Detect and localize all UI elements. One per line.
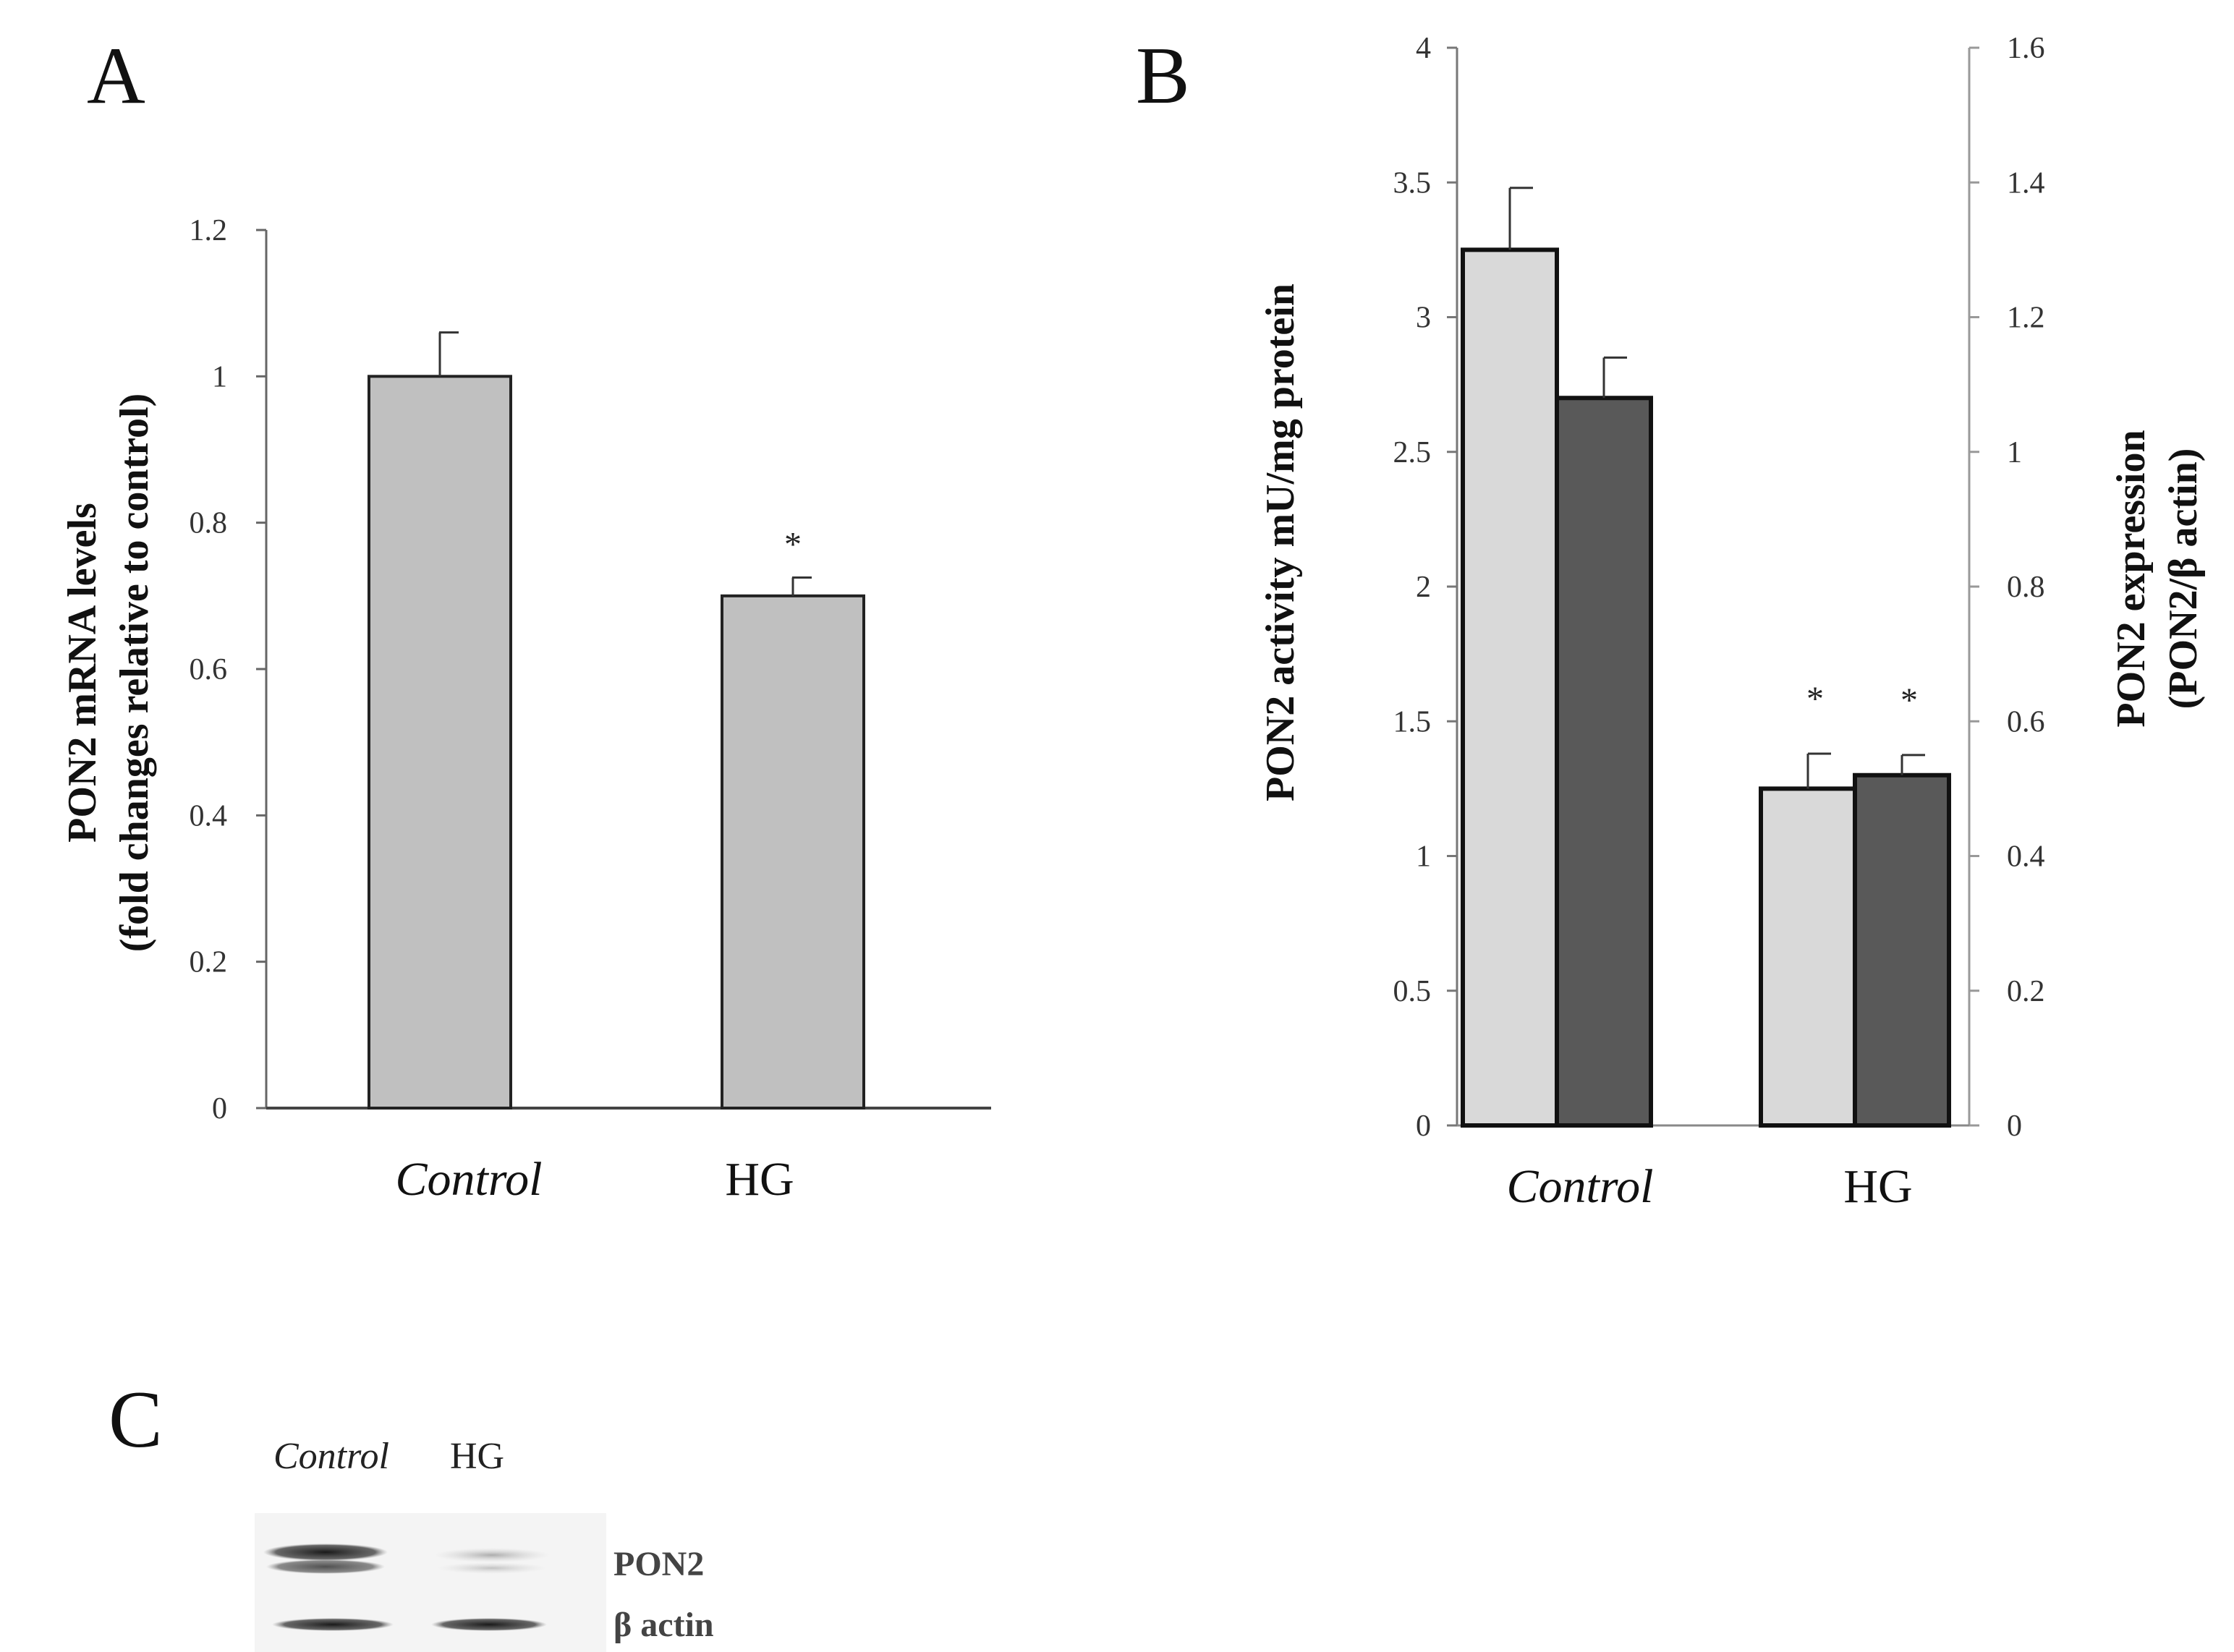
right-tick-label-0-4: 0.4 — [2007, 840, 2045, 874]
right-tick-label-0: 0 — [2007, 1110, 2022, 1143]
bar-control — [368, 375, 512, 1110]
panel-label-b: B — [1136, 31, 1190, 121]
y-tick-label-1: 1 — [212, 360, 227, 393]
right-tick-label-1-2: 1.2 — [2007, 302, 2045, 335]
chart-b: 0 0.5 1 1.5 2 2.5 3 3.5 4 0 0.2 0.4 0.6 0.8 1 1.2 1.4 1.6… — [1258, 32, 2206, 1213]
lane-label-hg: HG — [450, 1436, 504, 1477]
x-label-control: Control — [1507, 1160, 1654, 1213]
right-tick-label-1: 1 — [2007, 436, 2022, 469]
western-blot: Control HG PON2 β actin — [255, 1436, 714, 1652]
left-y-axis-title: PON2 activity mU/mg protein — [1258, 284, 1303, 801]
x-label-hg: HG — [1843, 1160, 1912, 1213]
right-tick-label-0-8: 0.8 — [2007, 571, 2045, 604]
bar-hg — [721, 594, 865, 1110]
bar-control-pon2-activity — [1461, 247, 1559, 1128]
left-tick-label-1: 1 — [1416, 840, 1431, 874]
band-actin-hg — [431, 1618, 547, 1631]
y-axis-title: PON2 mRNA levels — [60, 503, 105, 843]
panel-label-a: A — [87, 31, 145, 121]
band-pon2-control — [263, 1544, 388, 1561]
lane-label-control: Control — [273, 1436, 389, 1477]
panel-a: A 0 0.2 0.4 0.6 0.8 1 1.2 Control * HG PON2 mRNA l… — [60, 31, 991, 1206]
band-actin-control — [272, 1618, 394, 1631]
left-tick-label-0-5: 0.5 — [1393, 975, 1432, 1008]
band-pon2-hg-lower — [437, 1562, 547, 1574]
significance-marker-hg-pon2-activity: * — [1806, 680, 1824, 718]
panel-c: C Control HG PON2 β actin — [109, 1375, 714, 1652]
y-tick-label-0-4: 0.4 — [190, 799, 228, 833]
band-label-pon2: PON2 — [613, 1545, 704, 1583]
left-tick-label-3-5: 3.5 — [1393, 166, 1432, 200]
y-tick-label-0-2: 0.2 — [190, 946, 228, 979]
bar-hg-pon2-expression — [1853, 772, 1951, 1128]
y-tick-label-0-6: 0.6 — [190, 653, 228, 686]
chart-a: 0 0.2 0.4 0.6 0.8 1 1.2 Control * HG PON2 mRNA lev… — [60, 214, 991, 1206]
y-tick-label-0: 0 — [212, 1092, 227, 1125]
left-tick-label-3: 3 — [1416, 302, 1431, 335]
significance-marker-hg: * — [784, 526, 802, 564]
significance-marker-hg-pon2-expression: * — [1900, 681, 1918, 720]
bar-control-pon2-expression — [1555, 396, 1653, 1128]
band-label-actin: β actin — [613, 1606, 714, 1644]
left-tick-label-2-5: 2.5 — [1393, 436, 1432, 469]
right-y-axis-title: PON2 expression — [2109, 430, 2154, 727]
band-pon2-control-lower — [266, 1559, 385, 1574]
right-y-axis-subtitle: (PON2/β actin) — [2161, 448, 2206, 710]
left-tick-label-1-5: 1.5 — [1393, 705, 1432, 738]
right-tick-label-0-2: 0.2 — [2007, 975, 2045, 1008]
y-axis-subtitle: (fold changes relative to control) — [112, 393, 157, 952]
right-tick-label-0-6: 0.6 — [2007, 705, 2045, 738]
panel-b: B 0 0.5 1 1.5 2 2.5 3 3.5 4 0 0.2 0.4 0.6 0.8 1 1.2 1.4 1… — [1136, 31, 2206, 1213]
y-tick-label-1-2: 1.2 — [190, 214, 228, 247]
left-tick-label-4: 4 — [1416, 32, 1431, 65]
band-pon2-hg — [434, 1548, 550, 1562]
left-tick-label-2: 2 — [1416, 571, 1431, 604]
blot-membrane — [255, 1513, 606, 1652]
x-label-hg: HG — [725, 1153, 794, 1206]
y-tick-label-0-8: 0.8 — [190, 507, 228, 540]
right-tick-label-1-4: 1.4 — [2007, 166, 2045, 200]
left-tick-label-0: 0 — [1416, 1110, 1431, 1143]
bar-hg-pon2-activity — [1759, 786, 1857, 1128]
panel-label-c: C — [109, 1375, 163, 1465]
right-tick-label-1-6: 1.6 — [2007, 32, 2045, 65]
x-label-control: Control — [396, 1153, 543, 1206]
